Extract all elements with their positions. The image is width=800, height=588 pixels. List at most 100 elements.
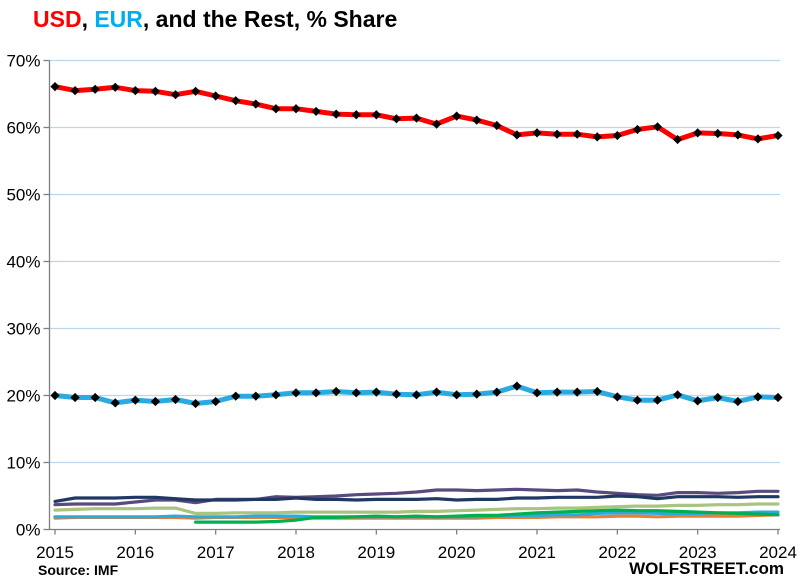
data-point-marker — [452, 111, 462, 121]
data-point-marker — [411, 390, 422, 400]
svg-text:60%: 60% — [6, 119, 40, 138]
data-point-marker — [391, 114, 402, 124]
data-point-marker — [532, 388, 542, 398]
data-point-marker — [532, 128, 542, 138]
data-point-marker — [773, 392, 783, 403]
data-point-marker — [351, 110, 361, 120]
data-point-marker — [472, 389, 482, 399]
data-point-marker — [50, 390, 60, 401]
data-point-marker — [753, 134, 763, 144]
data-point-marker — [251, 391, 261, 401]
svg-text:2019: 2019 — [357, 543, 395, 562]
title-eur-label: EUR — [94, 6, 143, 32]
data-point-marker — [492, 120, 502, 131]
svg-text:2021: 2021 — [518, 543, 556, 562]
svg-text:30%: 30% — [6, 320, 40, 339]
data-point-marker — [170, 394, 181, 405]
data-point-marker — [693, 128, 703, 138]
data-point-marker — [592, 132, 602, 142]
svg-text:2016: 2016 — [116, 543, 154, 562]
data-point-marker — [512, 130, 522, 140]
svg-text:40%: 40% — [6, 253, 40, 272]
svg-text:2024: 2024 — [759, 543, 797, 562]
data-point-marker — [150, 396, 161, 407]
data-point-marker — [411, 113, 422, 123]
svg-text:20%: 20% — [6, 387, 40, 406]
data-point-marker — [331, 109, 341, 119]
svg-text:2023: 2023 — [679, 543, 717, 562]
data-point-marker — [452, 390, 462, 400]
chart-title: USD, EUR, and the Rest, % Share — [33, 6, 397, 33]
svg-text:70%: 70% — [6, 52, 40, 71]
data-point-marker — [371, 387, 381, 397]
data-point-marker — [291, 104, 301, 114]
axes — [48, 60, 780, 531]
data-point-marker — [150, 86, 161, 96]
y-axis-labels: 0% 10% 20% 30% 40% 50% 60% 70% — [6, 52, 50, 540]
data-point-marker — [713, 392, 723, 403]
svg-text:2017: 2017 — [197, 543, 235, 562]
data-point-marker — [572, 387, 582, 397]
data-point-marker — [351, 388, 361, 398]
data-point-marker — [170, 90, 181, 100]
data-point-marker — [632, 124, 643, 135]
svg-text:50%: 50% — [6, 186, 40, 205]
title-usd-label: USD — [33, 6, 82, 32]
data-point-marker — [311, 388, 321, 398]
data-point-marker — [652, 122, 663, 132]
data-point-marker — [733, 130, 743, 140]
data-point-marker — [612, 130, 622, 141]
data-point-marker — [431, 119, 442, 129]
data-point-marker — [271, 390, 281, 400]
data-point-marker — [371, 110, 381, 120]
source-label: Source: IMF — [38, 562, 119, 578]
svg-text:10%: 10% — [6, 454, 40, 473]
data-point-marker — [753, 392, 763, 402]
svg-text:2022: 2022 — [598, 543, 636, 562]
data-point-marker — [211, 91, 221, 101]
data-point-marker — [190, 86, 201, 96]
data-point-marker — [231, 391, 241, 401]
svg-text:2018: 2018 — [277, 543, 315, 562]
data-point-marker — [512, 381, 522, 391]
svg-text:2020: 2020 — [438, 543, 476, 562]
data-point-marker — [50, 82, 60, 92]
data-point-marker — [431, 387, 442, 397]
svg-text:2015: 2015 — [36, 543, 74, 562]
data-point-marker — [211, 396, 221, 407]
data-point-marker — [110, 82, 120, 92]
series-unlabeled-navy — [53, 494, 780, 503]
data-point-marker — [190, 398, 201, 409]
x-axis-labels: 2015 2016 2017 2018 2019 2020 2021 2022 2023 2024 — [36, 529, 797, 562]
data-point-marker — [130, 395, 140, 405]
wolfstreet-watermark: WOLFSTREET.com — [629, 559, 784, 578]
title-rest-label: , and the Rest, % Share — [142, 6, 398, 32]
svg-text:0%: 0% — [16, 521, 41, 540]
data-point-marker — [552, 129, 562, 139]
data-point-marker — [90, 84, 100, 94]
data-point-marker — [693, 396, 703, 406]
data-point-marker — [733, 396, 743, 407]
data-point-marker — [391, 389, 402, 399]
data-point-marker — [713, 128, 723, 139]
data-point-marker — [271, 104, 281, 114]
data-point-marker — [130, 86, 140, 96]
data-point-marker — [773, 130, 783, 141]
series-USD — [50, 82, 783, 145]
data-point-marker — [251, 99, 261, 109]
series-unlabeled-olive-green — [53, 502, 780, 516]
data-point-marker — [672, 134, 683, 145]
data-point-marker — [70, 86, 80, 96]
data-point-marker — [492, 387, 502, 397]
data-point-marker — [110, 398, 120, 408]
data-point-marker — [672, 390, 683, 400]
series-unlabeled-green — [194, 508, 780, 524]
data-point-marker — [572, 129, 582, 139]
title-comma: , — [81, 6, 95, 32]
data-point-marker — [652, 395, 663, 405]
series-EUR — [50, 381, 783, 409]
data-point-marker — [70, 392, 80, 403]
data-point-marker — [592, 386, 602, 397]
